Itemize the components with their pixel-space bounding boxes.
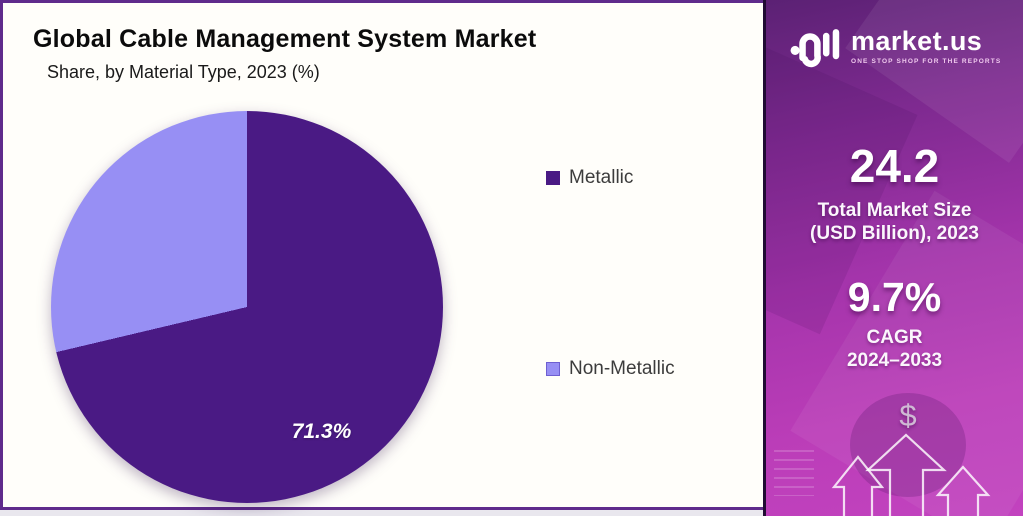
- market-us-m-icon: [790, 29, 840, 68]
- stat-label-line: CAGR: [866, 327, 923, 349]
- legend-item-non-metallic: Non-Metallic: [546, 358, 675, 380]
- pie-slice-label: 71.3%: [291, 420, 352, 444]
- legend-item-metallic: Metallic: [546, 167, 633, 189]
- legend-label-metallic: Metallic: [569, 167, 634, 188]
- stat-cagr-label: CAGR 2024–2033: [766, 327, 1023, 373]
- chart-subtitle: Share, by Material Type, 2023 (%): [47, 62, 320, 82]
- logo-text: market.us ONE STOP SHOP FOR THE REPORTS: [851, 28, 1001, 66]
- stat-label-line: (USD Billion), 2023: [810, 223, 979, 245]
- brand-tagline: ONE STOP SHOP FOR THE REPORTS: [851, 58, 1002, 65]
- brand-name: market.us: [851, 26, 983, 56]
- market-us-logo: market.us ONE STOP SHOP FOR THE REPORTS: [790, 28, 1001, 71]
- stat-cagr: 9.7% CAGR 2024–2033: [766, 274, 1023, 373]
- stat-label-line: 2024–2033: [846, 349, 943, 371]
- decor-shape: [845, 0, 1023, 163]
- chart-panel: Global Cable Management System Market Sh…: [0, 0, 766, 510]
- stat-market-size-value: 24.2: [849, 140, 940, 192]
- legend-label-non-metallic: Non-Metallic: [569, 358, 675, 379]
- legend-swatch-metallic-icon: [546, 171, 560, 185]
- page-title: Global Cable Management System Market: [33, 25, 537, 53]
- legend-swatch-non-metallic-icon: [546, 362, 560, 376]
- stat-label-line: Total Market Size: [817, 200, 972, 222]
- growth-arrows-icon: [831, 393, 991, 516]
- pie-chart: 71.3%: [51, 111, 443, 503]
- stat-market-size-label: Total Market Size (USD Billion), 2023: [766, 200, 1023, 246]
- dollar-icon: $: [766, 398, 1023, 434]
- stat-cagr-value: 9.7%: [847, 274, 942, 320]
- stat-market-size: 24.2 Total Market Size (USD Billion), 20…: [766, 142, 1023, 246]
- brand-sidebar: market.us ONE STOP SHOP FOR THE REPORTS …: [763, 0, 1023, 516]
